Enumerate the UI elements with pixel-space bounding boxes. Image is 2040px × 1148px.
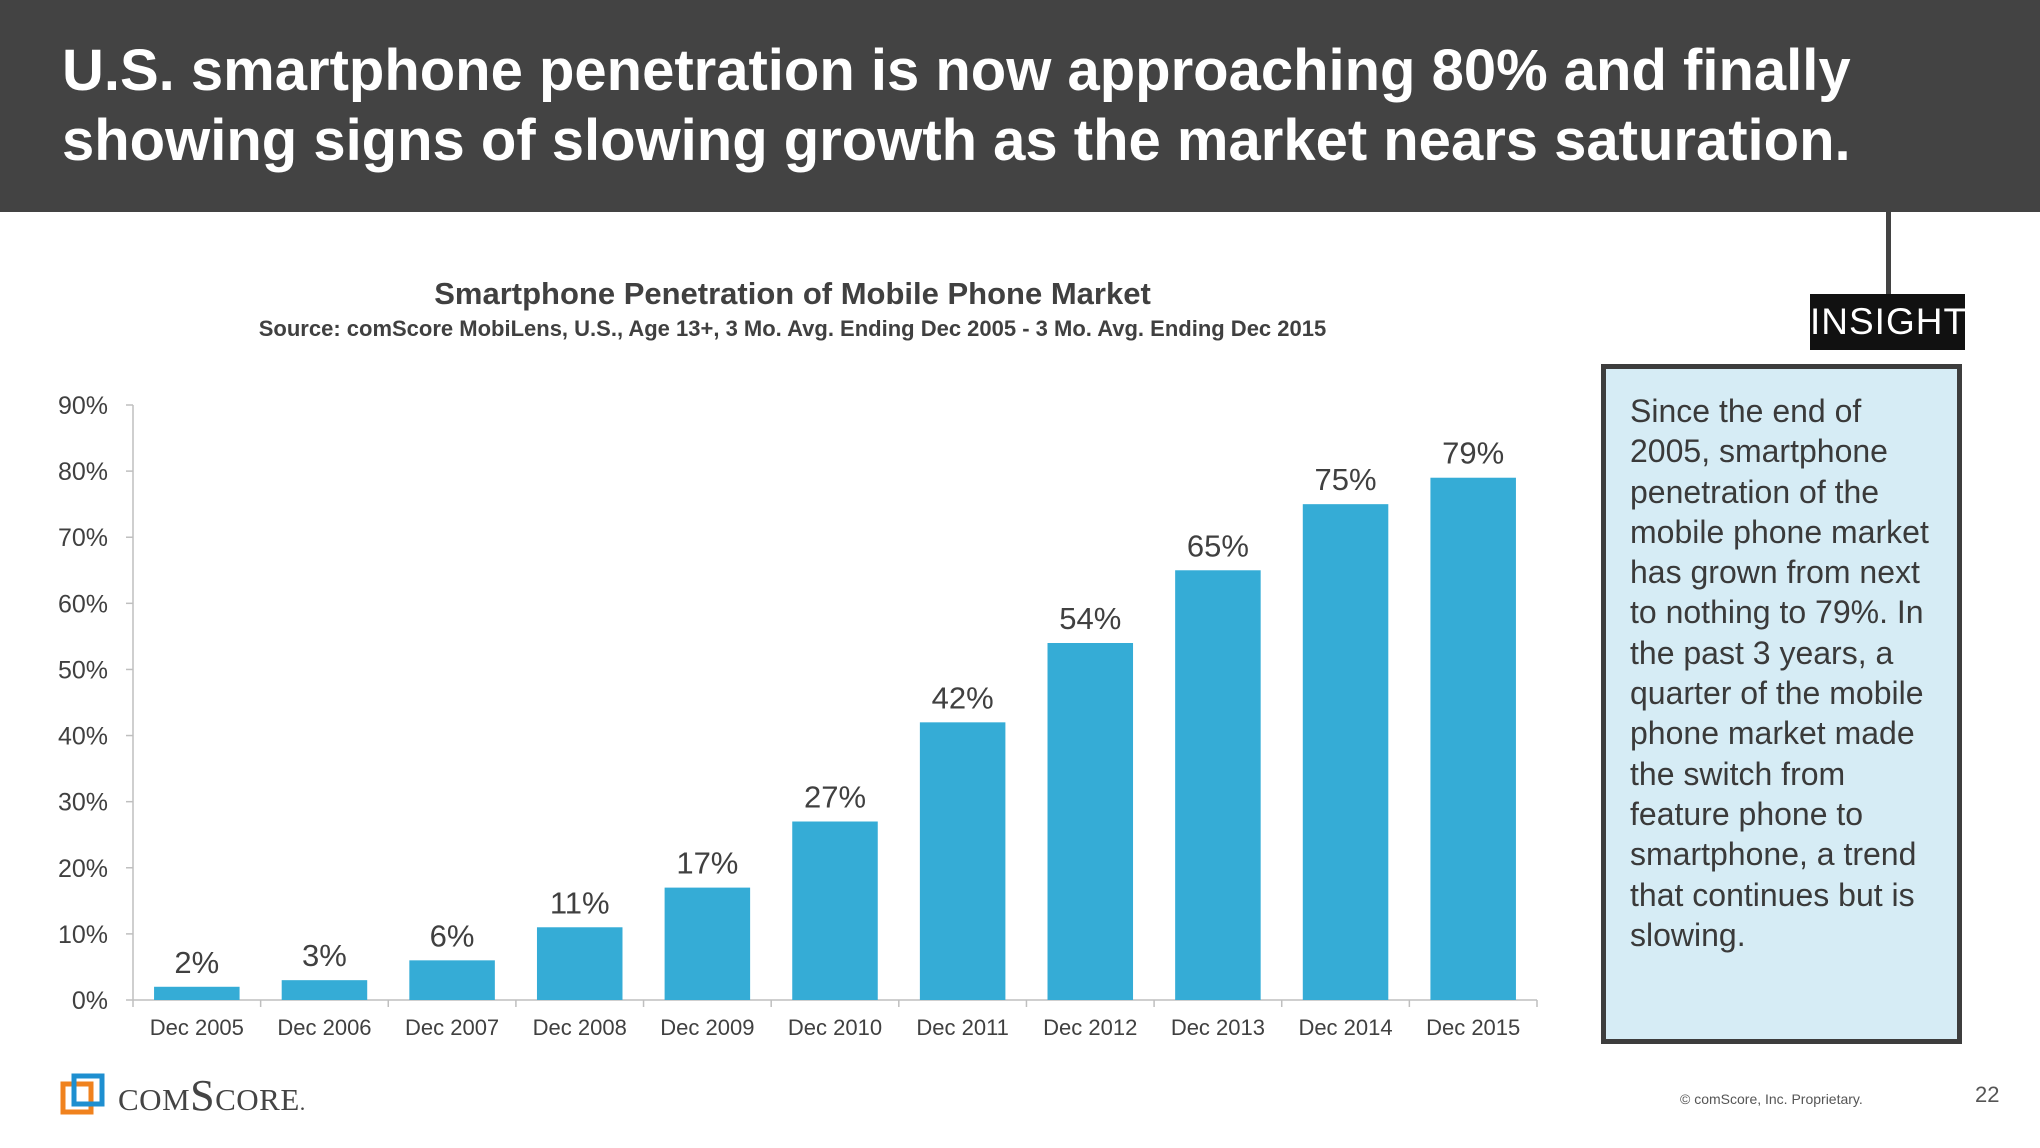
- bar: [919, 722, 1006, 1000]
- y-axis: 0% 10% 20% 30% 40% 50% 60% 70% 80% 90%: [58, 392, 134, 1015]
- slide-headline: U.S. smartphone penetration is now appro…: [62, 38, 1851, 173]
- bar: [1430, 477, 1516, 1000]
- x-tick-label: Dec 2009: [660, 1015, 754, 1040]
- data-label: 3%: [302, 938, 347, 973]
- y-tick-label: 60%: [58, 590, 108, 618]
- x-tick-label: Dec 2008: [533, 1015, 627, 1040]
- y-tick-label: 40%: [58, 723, 108, 751]
- y-tick-label: 30%: [58, 789, 108, 817]
- bar: [409, 960, 495, 1000]
- insight-text: Since the end of 2005, smartphone penetr…: [1630, 393, 1929, 953]
- bar-series: 2% 3% 6% 11% 17% 27% 42% 54% 65% 75% 79%: [154, 436, 1516, 1000]
- insight-connector-line: [1886, 212, 1891, 294]
- header-banner: U.S. smartphone penetration is now appro…: [0, 0, 2040, 212]
- logo-dot: .: [299, 1089, 306, 1115]
- x-tick-label: Dec 2012: [1043, 1015, 1137, 1040]
- data-label: 11%: [550, 885, 610, 920]
- x-tick-label: Dec 2005: [150, 1015, 244, 1040]
- y-tick-label: 70%: [58, 524, 108, 552]
- x-axis: Dec 2005 Dec 2006 Dec 2007 Dec 2008 Dec 2009…: [132, 999, 1538, 1040]
- y-tick-label: 10%: [58, 921, 108, 949]
- data-label: 27%: [804, 780, 866, 815]
- data-label: 65%: [1187, 528, 1249, 563]
- data-label: 6%: [430, 918, 475, 953]
- insight-tag: INSIGHT: [1810, 294, 1966, 350]
- x-tick-label: Dec 2007: [405, 1015, 499, 1040]
- data-label: 54%: [1059, 601, 1121, 636]
- comscore-logo-text: comScore.: [118, 1070, 306, 1121]
- data-label: 79%: [1442, 436, 1504, 471]
- comscore-logo: comScore.: [60, 1070, 306, 1121]
- x-tick-label: Dec 2013: [1171, 1015, 1265, 1040]
- data-label: 42%: [932, 680, 994, 715]
- comscore-logo-icon: [60, 1073, 105, 1115]
- bar: [281, 980, 368, 1000]
- x-tick-label: Dec 2006: [277, 1015, 371, 1040]
- data-label: 17%: [676, 846, 738, 881]
- bar: [1175, 570, 1261, 1000]
- x-tick-label: Dec 2015: [1426, 1015, 1520, 1040]
- page-number: 22: [1975, 1082, 2000, 1107]
- data-label: 75%: [1315, 462, 1377, 497]
- bar: [1302, 504, 1389, 1000]
- bar: [1047, 643, 1134, 1000]
- y-tick-label: 20%: [58, 855, 108, 883]
- logo-word: comScore: [118, 1070, 300, 1120]
- x-tick-label: Dec 2014: [1298, 1015, 1392, 1040]
- bar-chart: 0%10%20%30%40%50%60%70%80%90% Dec 2005 De…: [58, 392, 1538, 1040]
- data-label: 2%: [174, 945, 219, 980]
- y-tick-label: 80%: [58, 458, 108, 486]
- bar: [792, 821, 878, 1000]
- chart-title: Smartphone Penetration of Mobile Phone M…: [434, 276, 1151, 311]
- insight-box: Since the end of 2005, smartphone penetr…: [1601, 364, 1962, 1044]
- bar: [154, 986, 240, 1000]
- bar: [664, 887, 751, 1000]
- x-tick-label: Dec 2011: [916, 1015, 1009, 1040]
- bar: [536, 927, 623, 1000]
- y-tick-label: 50%: [58, 656, 108, 684]
- y-tick-label: 90%: [58, 392, 108, 420]
- copyright-text: © comScore, Inc. Proprietary.: [1680, 1091, 1863, 1107]
- y-tick-label: 0%: [72, 987, 108, 1015]
- chart-subtitle: Source: comScore MobiLens, U.S., Age 13+…: [258, 316, 1327, 341]
- x-tick-label: Dec 2010: [788, 1015, 882, 1040]
